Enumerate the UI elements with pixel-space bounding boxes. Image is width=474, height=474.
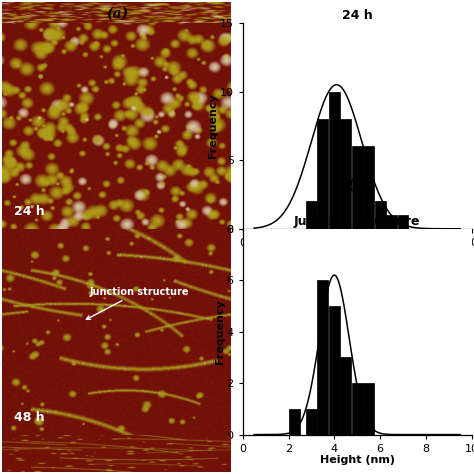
Text: (f): (f): [347, 286, 367, 301]
X-axis label: Height (nm): Height (nm): [319, 249, 395, 259]
Bar: [352, 146, 363, 229]
Bar: [386, 215, 397, 229]
Text: (c): (c): [106, 437, 128, 451]
Bar: [289, 409, 300, 435]
Title: Junction structure: Junction structure: [294, 215, 420, 228]
Bar: [340, 119, 351, 229]
X-axis label: Height (nm): Height (nm): [319, 455, 395, 465]
Bar: [363, 146, 374, 229]
Bar: [374, 201, 385, 229]
Bar: [340, 357, 351, 435]
Text: 48 h: 48 h: [14, 411, 45, 424]
Text: 24 h: 24 h: [14, 205, 45, 219]
Bar: [329, 306, 340, 435]
Title: 24 h: 24 h: [342, 9, 373, 22]
Bar: [329, 91, 340, 229]
Bar: [318, 280, 328, 435]
Bar: [306, 201, 317, 229]
Bar: [363, 383, 374, 435]
Y-axis label: Frequency: Frequency: [215, 299, 225, 364]
Bar: [398, 215, 409, 229]
Bar: [352, 383, 363, 435]
Bar: [306, 409, 317, 435]
Text: (f): (f): [347, 177, 367, 191]
Y-axis label: Frequency: Frequency: [208, 93, 219, 158]
Text: (b): (b): [105, 231, 128, 245]
Bar: [318, 119, 328, 229]
Text: (a): (a): [106, 7, 128, 21]
Text: Junction structure: Junction structure: [86, 287, 189, 319]
